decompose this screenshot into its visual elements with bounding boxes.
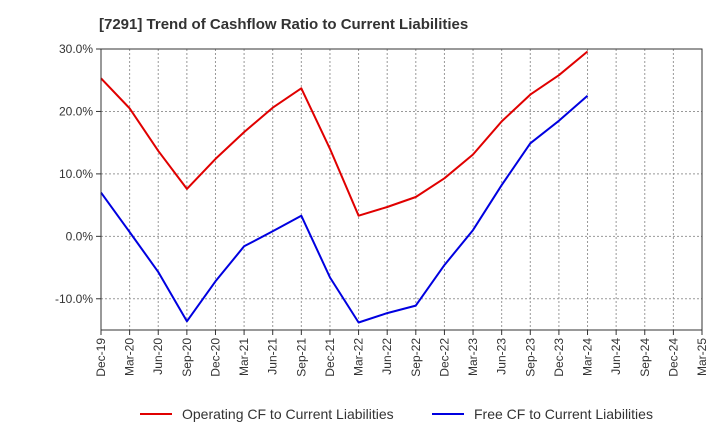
chart-title: [7291] Trend of Cashflow Ratio to Curren… (99, 16, 468, 33)
data-point (587, 50, 589, 52)
plot-area (100, 48, 703, 331)
data-point (558, 74, 560, 76)
x-tick-label: Jun-22 (380, 338, 394, 375)
data-point (186, 188, 188, 190)
data-point (329, 277, 331, 279)
y-tick-label: 30.0% (59, 42, 93, 56)
x-tick-label: Dec-24 (666, 338, 680, 377)
x-tick-label: Mar-21 (237, 338, 251, 376)
data-point (272, 230, 274, 232)
legend: Operating CF to Current Liabilities Free … (140, 406, 653, 422)
x-tick-label: Mar-22 (352, 338, 366, 376)
x-tick-label: Jun-21 (266, 338, 280, 375)
x-tick-label: Dec-20 (208, 338, 222, 377)
x-tick-label: Sep-22 (409, 338, 423, 377)
x-tick-label: Dec-22 (437, 338, 451, 377)
legend-label-1: Free CF to Current Liabilities (474, 406, 653, 422)
data-point (272, 107, 274, 109)
x-tick-label: Mar-25 (695, 338, 709, 376)
x-tick-label: Dec-19 (94, 338, 108, 377)
data-point (214, 280, 216, 282)
x-tick-label: Sep-23 (523, 338, 537, 377)
y-tick-label: 0.0% (66, 229, 94, 243)
x-tick-label: Jun-24 (609, 338, 623, 375)
data-point (186, 320, 188, 322)
data-point (443, 264, 445, 266)
data-point (558, 120, 560, 122)
data-point (243, 245, 245, 247)
x-tick-label: Dec-21 (323, 338, 337, 377)
y-tick-label: -10.0% (55, 292, 93, 306)
legend-label-0: Operating CF to Current Liabilities (182, 406, 394, 422)
data-point (415, 305, 417, 307)
x-tick-label: Mar-23 (466, 338, 480, 376)
data-point (214, 158, 216, 160)
data-point (443, 177, 445, 179)
series-line-1 (100, 95, 589, 324)
y-axis: 30.0% 20.0% 10.0% 0.0% -10.0% (55, 42, 101, 306)
data-point (243, 131, 245, 133)
x-tick-label: Jun-20 (151, 338, 165, 375)
data-point (358, 322, 360, 324)
data-point (472, 229, 474, 231)
data-point (501, 184, 503, 186)
data-point (386, 312, 388, 314)
data-point (472, 154, 474, 156)
data-point (300, 87, 302, 89)
x-tick-label: Sep-24 (638, 338, 652, 377)
series-line-0 (100, 50, 589, 217)
data-point (529, 142, 531, 144)
data-point (501, 120, 503, 122)
x-tick-label: Dec-23 (552, 338, 566, 377)
data-point (529, 94, 531, 96)
x-axis: Dec-19 Mar-20 Jun-20 Sep-20 Dec-20 Mar-21 Jun-… (94, 330, 709, 377)
data-point (358, 215, 360, 217)
data-point (157, 271, 159, 273)
data-point (157, 150, 159, 152)
series-lines (100, 50, 589, 324)
data-point (587, 95, 589, 97)
x-tick-label: Jun-23 (495, 338, 509, 375)
x-tick-label: Sep-20 (180, 338, 194, 377)
data-point (415, 196, 417, 198)
data-point (129, 231, 131, 233)
data-point (329, 148, 331, 150)
data-point (300, 215, 302, 217)
grid (101, 48, 702, 330)
y-tick-label: 10.0% (59, 167, 93, 181)
x-tick-label: Sep-21 (294, 338, 308, 377)
y-tick-label: 20.0% (59, 104, 93, 118)
x-tick-label: Mar-24 (581, 338, 595, 376)
x-tick-label: Mar-20 (123, 338, 137, 376)
data-point (129, 107, 131, 109)
data-point (386, 206, 388, 208)
